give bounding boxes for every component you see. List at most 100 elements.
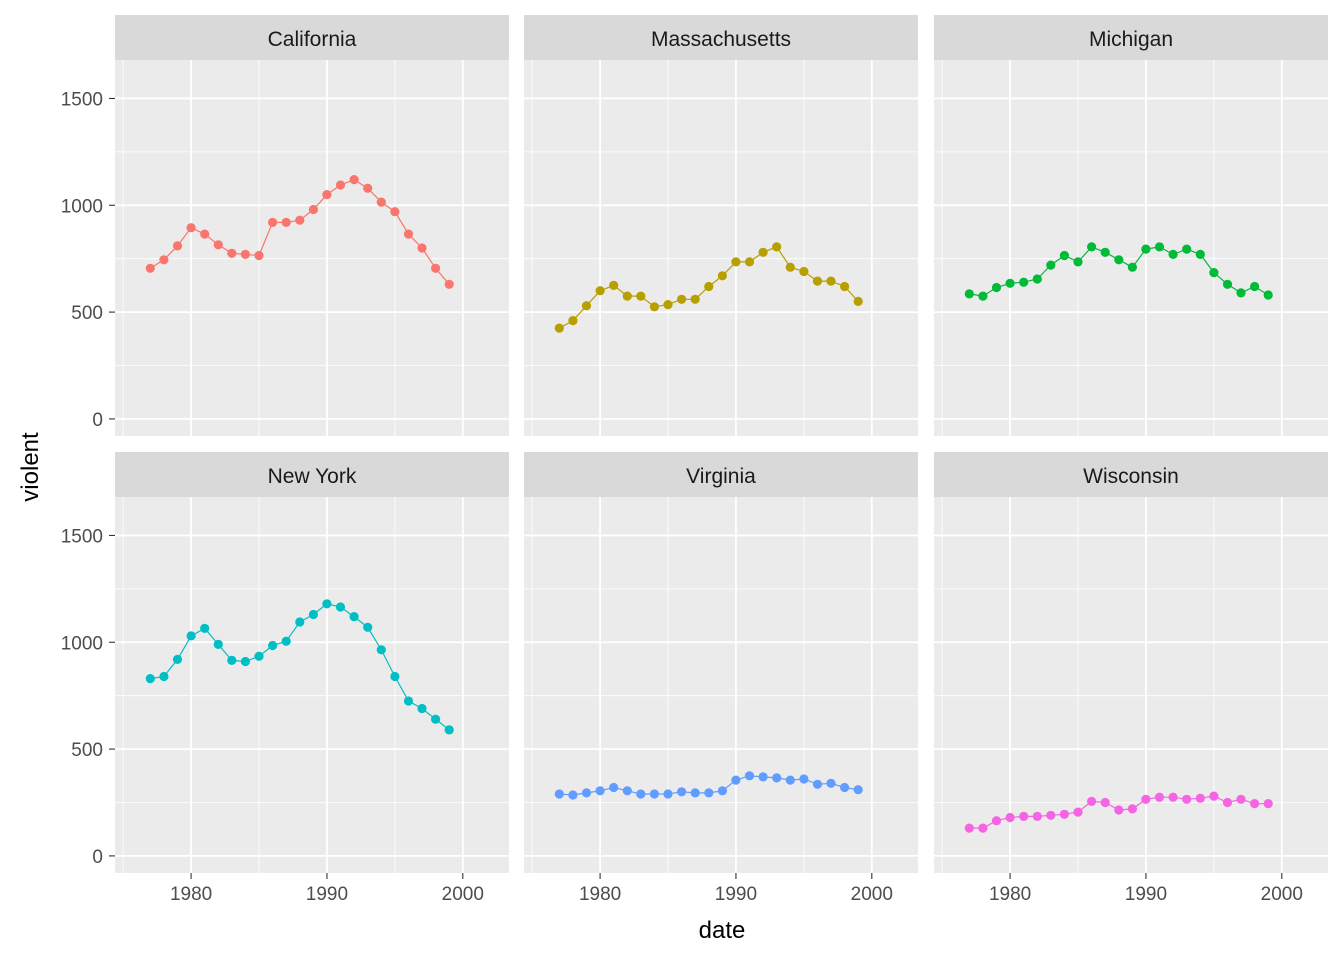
data-point	[390, 207, 400, 217]
data-point	[622, 786, 632, 796]
data-point	[1263, 799, 1273, 809]
data-point	[731, 775, 741, 785]
data-point	[213, 639, 223, 649]
data-point	[159, 671, 169, 682]
data-point	[1182, 794, 1192, 804]
data-point	[1100, 247, 1110, 257]
data-point	[322, 599, 332, 609]
panel-massachusetts	[524, 60, 918, 436]
data-point	[213, 240, 223, 250]
data-point	[240, 656, 250, 667]
facet-strip-label-new-york: New York	[268, 465, 357, 488]
data-point	[717, 786, 727, 796]
data-point	[281, 217, 291, 227]
data-point	[595, 286, 605, 296]
data-point	[744, 257, 755, 267]
data-point	[772, 242, 782, 252]
y-tick-label: 1500	[61, 89, 103, 110]
x-tick-label: 1980	[579, 884, 621, 905]
data-point	[295, 215, 305, 225]
x-axis-title: date	[699, 917, 746, 944]
data-point	[1032, 811, 1042, 821]
data-point	[568, 790, 578, 800]
panel-new-york	[115, 497, 509, 873]
panel-background-michigan	[934, 60, 1328, 436]
data-point	[840, 782, 850, 793]
data-point	[1114, 805, 1124, 815]
data-point	[308, 609, 318, 620]
data-point	[731, 257, 741, 267]
panel-background-massachusetts	[524, 60, 918, 436]
data-point	[172, 241, 183, 251]
y-tick-label: 500	[71, 303, 103, 324]
data-point	[1263, 290, 1273, 300]
data-point	[363, 622, 373, 632]
data-point	[649, 302, 659, 312]
data-point	[1250, 799, 1260, 809]
panel-michigan	[934, 60, 1328, 436]
data-point	[1236, 288, 1246, 298]
data-point	[1154, 242, 1165, 252]
data-point	[444, 725, 454, 735]
data-point	[159, 255, 169, 265]
data-point	[554, 789, 564, 799]
data-point	[1168, 249, 1178, 259]
data-point	[622, 291, 632, 301]
data-point	[186, 631, 196, 641]
data-point	[853, 785, 863, 795]
data-point	[978, 823, 988, 833]
data-point	[1019, 277, 1029, 287]
data-point	[403, 696, 414, 706]
data-point	[431, 263, 441, 273]
data-point	[1154, 792, 1165, 802]
data-point	[200, 229, 210, 239]
data-point	[145, 263, 155, 273]
data-point	[349, 612, 359, 622]
data-point	[268, 640, 278, 651]
data-point	[991, 816, 1002, 826]
data-point	[649, 789, 659, 799]
data-point	[145, 674, 155, 684]
data-point	[1046, 260, 1056, 270]
data-point	[1100, 797, 1110, 808]
data-point	[200, 623, 210, 633]
data-point	[172, 654, 183, 664]
data-point	[227, 248, 237, 258]
y-tick-label: 1000	[61, 633, 103, 654]
data-point	[812, 779, 823, 789]
data-point	[609, 782, 619, 793]
x-tick-label: 1980	[989, 884, 1031, 905]
data-point	[1182, 244, 1192, 254]
data-point	[636, 789, 646, 799]
data-point	[690, 788, 700, 798]
facet-strip-new-york	[115, 452, 509, 497]
data-point	[568, 316, 578, 326]
panel-california	[115, 60, 509, 436]
facet-strip-label-wisconsin: Wisconsin	[1083, 465, 1179, 488]
facet-strip-label-virginia: Virginia	[686, 465, 756, 488]
data-point	[417, 243, 427, 253]
data-point	[840, 281, 850, 292]
x-tick-label: 1990	[715, 884, 757, 905]
data-point	[581, 788, 592, 798]
panel-background-new-york	[115, 497, 509, 873]
data-point	[335, 180, 346, 190]
data-point	[1059, 809, 1069, 819]
data-point	[677, 294, 687, 304]
data-point	[744, 771, 755, 781]
data-point	[772, 773, 782, 783]
data-point	[799, 774, 809, 784]
data-point	[417, 703, 427, 714]
data-point	[581, 301, 592, 311]
data-point	[812, 276, 823, 286]
data-point	[363, 183, 373, 193]
facet-strip-massachusetts	[524, 15, 918, 60]
data-point	[799, 266, 809, 277]
facet-strip-wisconsin	[934, 452, 1328, 497]
x-tick-label: 2000	[442, 884, 484, 905]
data-point	[1073, 257, 1083, 267]
facet-strip-label-california: California	[268, 28, 357, 51]
data-point	[349, 175, 359, 185]
data-point	[853, 296, 863, 306]
data-point	[376, 645, 386, 655]
